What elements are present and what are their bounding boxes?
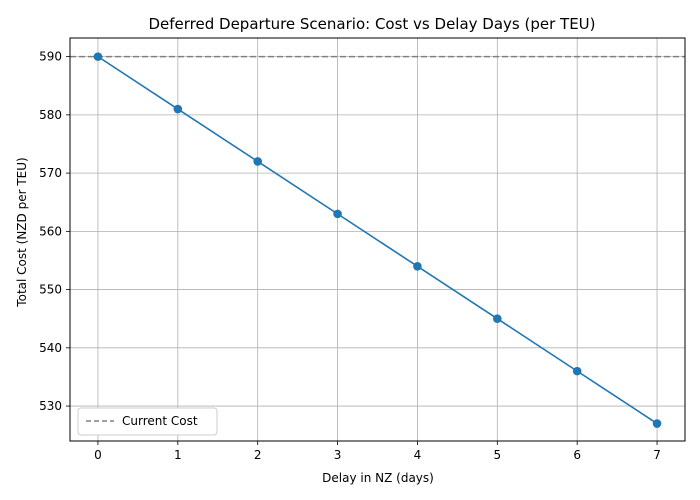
x-tick-label: 1 <box>174 448 182 462</box>
grid <box>70 38 685 441</box>
y-axis-label: Total Cost (NZD per TEU) <box>15 157 29 307</box>
plot-area <box>69 37 686 442</box>
data-point <box>413 261 422 271</box>
legend-label-current-cost: Current Cost <box>122 414 198 428</box>
x-tick-label: 5 <box>493 448 501 462</box>
x-tick-label: 6 <box>573 448 581 462</box>
x-axis: 0 1 2 3 4 5 6 7 <box>94 441 661 462</box>
data-point <box>173 104 183 114</box>
data-point <box>333 209 342 219</box>
legend-box <box>77 407 218 436</box>
x-tick-label: 0 <box>94 448 102 462</box>
data-point <box>493 314 502 324</box>
y-axis: 530 540 550 560 570 580 590 <box>39 50 70 413</box>
data-point <box>572 366 582 376</box>
y-tick-label: 530 <box>39 399 62 413</box>
series-line <box>97 55 658 425</box>
data-point <box>93 52 103 61</box>
y-tick-label: 540 <box>39 341 62 355</box>
data-point <box>652 419 662 428</box>
y-tick-label: 580 <box>39 108 62 122</box>
x-tick-label: 4 <box>414 448 422 462</box>
x-tick-label: 2 <box>254 448 262 462</box>
data-point <box>253 157 262 166</box>
y-tick-label: 550 <box>39 283 62 297</box>
y-tick-label: 570 <box>39 166 62 180</box>
legend: Current Cost <box>77 407 218 436</box>
chart-title: Deferred Departure Scenario: Cost vs Del… <box>148 15 595 33</box>
x-tick-label: 3 <box>334 448 342 462</box>
y-tick-label: 560 <box>39 224 62 238</box>
x-tick-label: 7 <box>653 448 661 462</box>
x-axis-label: Delay in NZ (days) <box>322 471 434 485</box>
series-layer <box>93 52 662 428</box>
y-tick-label: 590 <box>39 50 62 64</box>
